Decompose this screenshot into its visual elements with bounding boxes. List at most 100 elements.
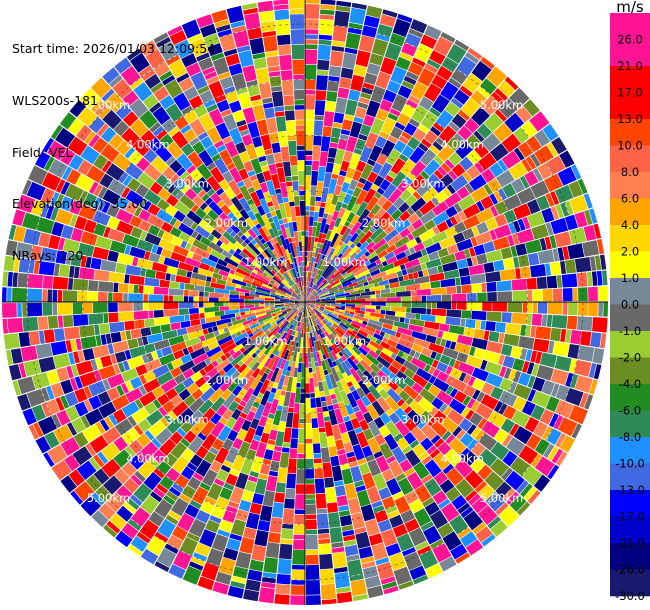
velocity-gate <box>210 396 226 412</box>
velocity-gate <box>474 430 485 442</box>
velocity-gate <box>532 168 543 182</box>
velocity-gate <box>512 233 520 245</box>
velocity-gate <box>320 0 336 5</box>
velocity-gate <box>305 332 308 348</box>
velocity-gate <box>74 388 88 403</box>
velocity-gate <box>296 305 301 309</box>
velocity-gate <box>411 218 424 230</box>
velocity-gate <box>228 248 235 255</box>
velocity-gate <box>436 110 454 129</box>
velocity-gate <box>349 311 355 315</box>
velocity-gate <box>212 326 218 332</box>
velocity-gate <box>224 256 239 268</box>
velocity-gate <box>267 392 276 403</box>
velocity-gate <box>413 242 425 253</box>
velocity-gate <box>310 352 314 358</box>
velocity-gate <box>428 342 445 354</box>
velocity-gate <box>441 430 452 441</box>
velocity-gate <box>98 106 111 120</box>
velocity-gate <box>247 355 261 369</box>
velocity-gate <box>148 511 165 527</box>
velocity-gate <box>194 247 210 259</box>
velocity-gate <box>295 283 301 293</box>
velocity-gate <box>18 258 30 273</box>
velocity-gate <box>574 375 593 393</box>
velocity-gate <box>339 390 351 406</box>
velocity-gate <box>113 153 132 171</box>
velocity-gate <box>387 112 399 122</box>
velocity-gate <box>438 498 451 509</box>
velocity-gate <box>462 228 475 240</box>
velocity-gate <box>275 305 290 310</box>
velocity-gate <box>305 317 308 323</box>
velocity-gate <box>77 159 93 176</box>
velocity-gate <box>284 327 289 332</box>
velocity-gate <box>163 495 176 506</box>
velocity-gate <box>352 170 362 182</box>
velocity-gate <box>345 293 361 298</box>
range-ring-label: 4.00km <box>126 452 169 466</box>
velocity-gate <box>308 367 313 373</box>
velocity-gate <box>170 322 181 331</box>
velocity-gate <box>338 401 349 418</box>
velocity-gate <box>279 54 292 71</box>
velocity-gate <box>144 189 162 206</box>
velocity-gate <box>285 228 291 238</box>
velocity-gate <box>158 238 176 252</box>
velocity-gate <box>252 493 264 505</box>
velocity-gate <box>337 87 350 99</box>
velocity-gate <box>261 285 277 293</box>
velocity-gate <box>392 524 408 538</box>
velocity-gate <box>86 165 105 183</box>
velocity-gate <box>237 360 244 367</box>
velocity-gate <box>397 113 411 127</box>
velocity-gate <box>374 242 390 255</box>
velocity-gate <box>220 354 227 362</box>
velocity-gate <box>425 563 443 579</box>
velocity-gate <box>237 92 252 110</box>
range-ring-label: 1.00km <box>244 255 287 269</box>
velocity-gate <box>312 269 320 283</box>
velocity-gate <box>297 267 301 277</box>
velocity-gate <box>258 320 264 325</box>
velocity-gate <box>444 159 455 170</box>
velocity-gate <box>391 306 406 313</box>
velocity-gate <box>353 148 363 156</box>
velocity-gate <box>359 283 375 291</box>
velocity-gate <box>515 243 528 256</box>
velocity-gate <box>278 203 287 219</box>
velocity-gate <box>319 553 333 570</box>
colorbar-swatch <box>610 304 650 332</box>
velocity-gate <box>192 141 206 155</box>
velocity-gate <box>326 91 338 102</box>
velocity-gate <box>352 330 358 335</box>
velocity-gate <box>249 323 260 330</box>
velocity-gate <box>35 343 53 359</box>
velocity-gate <box>191 230 199 239</box>
velocity-gate <box>67 136 88 156</box>
velocity-gate <box>466 134 481 149</box>
velocity-gate <box>280 390 286 396</box>
velocity-gate <box>227 241 238 252</box>
velocity-gate <box>122 90 139 107</box>
velocity-gate <box>370 85 386 104</box>
velocity-gate <box>431 94 450 114</box>
velocity-gate <box>136 451 148 463</box>
velocity-gate <box>473 347 486 360</box>
velocity-gate <box>153 32 169 44</box>
velocity-gate <box>418 254 430 264</box>
velocity-gate <box>254 404 265 420</box>
velocity-gate <box>206 126 222 144</box>
velocity-gate <box>300 292 305 302</box>
velocity-gate <box>298 277 303 292</box>
velocity-gate <box>324 331 332 340</box>
velocity-gate <box>456 429 466 440</box>
velocity-gate <box>348 179 358 191</box>
velocity-gate <box>244 299 249 302</box>
velocity-gate <box>170 226 182 238</box>
velocity-gate <box>404 518 420 533</box>
velocity-gate <box>295 316 299 321</box>
velocity-gate <box>567 344 580 359</box>
velocity-gate <box>106 204 120 218</box>
velocity-gate <box>249 203 259 214</box>
